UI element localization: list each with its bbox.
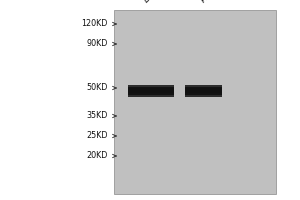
Bar (128, 93, 174, 97)
Bar (184, 89, 222, 93)
Text: Placenta: Placenta (199, 0, 233, 4)
Bar (128, 85, 174, 89)
Bar (184, 91, 222, 95)
Bar (128, 89, 174, 93)
Text: 35KD: 35KD (87, 111, 108, 120)
Bar (128, 88, 174, 92)
Text: 50KD: 50KD (87, 83, 108, 92)
Text: 25KD: 25KD (86, 132, 108, 140)
Bar (184, 88, 222, 92)
Bar (184, 93, 222, 97)
Bar (128, 87, 174, 91)
Text: 120KD: 120KD (82, 20, 108, 28)
Text: Brain: Brain (142, 0, 165, 4)
Text: 90KD: 90KD (87, 40, 108, 48)
Bar (114, 10, 276, 194)
Bar (184, 85, 222, 89)
Bar (128, 91, 174, 95)
Bar (184, 87, 222, 91)
Text: 20KD: 20KD (87, 152, 108, 160)
